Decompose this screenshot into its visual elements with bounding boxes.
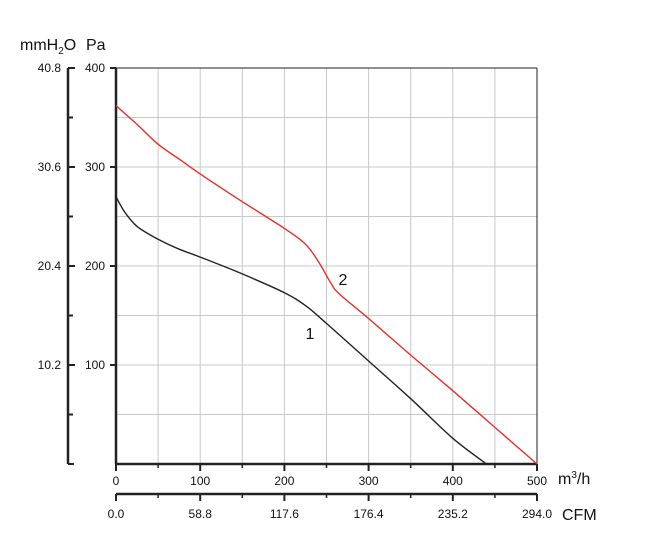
cfm-tick-label: 0.0 xyxy=(108,507,125,521)
left-outer-unit: mmH2O xyxy=(20,37,76,57)
axes xyxy=(66,67,538,501)
cfm-tick-label: 117.6 xyxy=(270,507,299,521)
x-tick-label: 500 xyxy=(527,474,547,488)
cfm-tick-label: 294.0 xyxy=(522,507,552,521)
mmh2o-tick-label: 40.8 xyxy=(38,61,62,75)
cfm-tick-label: 58.8 xyxy=(189,507,213,521)
bottom-unit-secondary: CFM xyxy=(562,507,597,524)
curve-2 xyxy=(115,105,538,465)
mmh2o-tick-label: 10.2 xyxy=(38,358,62,372)
mmh2o-tick-label: 30.6 xyxy=(38,160,62,174)
x-tick-label: 300 xyxy=(359,474,379,488)
pa-tick-label: 300 xyxy=(85,160,105,174)
x-tick-label: 400 xyxy=(443,474,463,488)
curve-label-1: 1 xyxy=(306,326,315,343)
pa-tick-label: 100 xyxy=(85,358,105,372)
mmh2o-tick-label: 20.4 xyxy=(38,259,62,273)
curve-label-2: 2 xyxy=(339,272,348,289)
bottom-unit-primary: m3/h xyxy=(558,470,590,488)
pa-tick-label: 200 xyxy=(85,259,105,273)
curves: 12 xyxy=(115,105,538,465)
grid xyxy=(116,68,537,464)
tick-labels: 100 200 300 400 10.2 20.4 30.6 40.8 0 100 200 300 40… xyxy=(38,61,553,521)
x-tick-label: 100 xyxy=(190,474,210,488)
x-tick-label: 0 xyxy=(113,474,120,488)
left-inner-unit: Pa xyxy=(86,37,106,54)
x-tick-label: 200 xyxy=(274,474,294,488)
curve-1 xyxy=(115,196,487,465)
cfm-tick-label: 235.2 xyxy=(438,507,468,521)
pa-tick-label: 400 xyxy=(85,61,105,75)
cfm-tick-label: 176.4 xyxy=(354,507,384,521)
